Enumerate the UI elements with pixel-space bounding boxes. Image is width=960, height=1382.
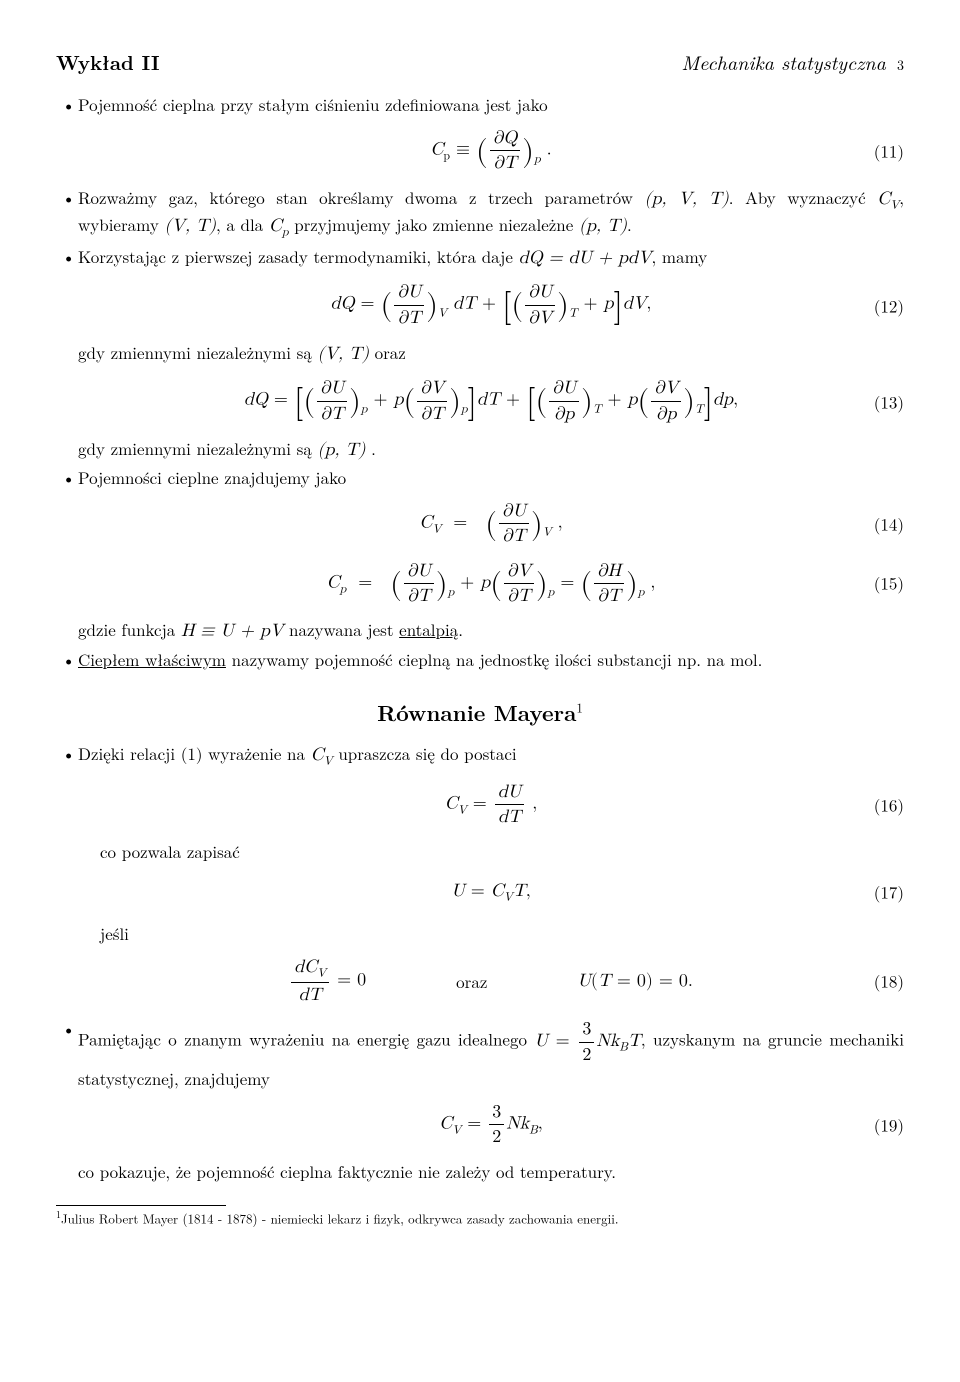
eq-13-number: (13) [874,390,904,413]
bullet-relation-1: Dzięki relacji (1) wyrażenie na CV upras… [56,742,904,1007]
text-line: gdzie funkcja H ≡ U + pV nazywana jest e… [78,618,904,643]
eq-18-body: dCVdT = 0 oraz U(T = 0) = 0. [289,955,693,1007]
eq-14-body: CV = (∂U∂T)V , [419,499,562,549]
inline-dQ: dQ = dU + pdV [519,249,652,267]
inline-pT2: (p, T) [317,441,365,459]
bullet-ideal-gas-energy: Pamiętając o znanym wyrażeniu na energię… [56,1017,904,1182]
eq-14-number: (14) [874,512,904,535]
section-footnote-ref: 1 [576,698,583,717]
underline-entalpia: entalpią [399,617,458,641]
text: Dzięki relacji (1) wyrażenie na [78,741,311,765]
inline-pT: (p, T) [579,217,627,235]
text-line: gdy zmiennymi niezależnymi są (V, T) ora… [78,341,904,366]
text: gdy zmiennymi niezależnymi są [78,436,317,460]
bullet-first-law: Korzystając z pierwszej zasady termodyna… [56,245,904,462]
equation-16: CV = dUdT , (16) [78,780,904,830]
text: Rozważmy gaz, którego stan określamy dwo… [78,185,645,209]
text: Pamiętając o znanym wyrażeniu na energię… [78,1027,534,1051]
text-line: co pozwala zapisać [100,840,904,863]
content-list-2: Dzięki relacji (1) wyrażenie na CV upras… [56,742,904,1182]
eq-18-number: (18) [874,970,904,993]
eq-19-body: CV = 32NkB, [439,1100,543,1150]
page-header: Wykład II Mechanika statystyczna 3 [56,48,904,75]
period: . [371,436,376,460]
eq-16-number: (16) [874,793,904,816]
eq-13-body: dQ = [(∂U∂T)p + p(∂V∂T)p]dT + [(∂U∂p)T +… [244,376,738,427]
text: Korzystając z pierwszej zasady termodyna… [78,244,519,268]
equation-11: Cp ≡ (∂Q∂T)p . (11) [78,126,904,176]
text: nazywamy pojemność cieplną na jednostkę … [226,647,762,671]
text: Pojemności cieplne znajdujemy jako [78,465,346,489]
equation-12: dQ = (∂U∂T)V dT + [(∂U∂V)T + p]dV, (12) [78,280,904,331]
text: , a dla [216,212,269,236]
equation-13: dQ = [(∂U∂T)p + p(∂V∂T)p]dT + [(∂U∂p)T +… [78,376,904,427]
text-oraz: oraz [456,970,487,993]
section-heading-mayer: Równanie Mayera1 [56,698,904,728]
eq-18b: U(T = 0) = 0. [577,969,692,993]
equation-19: CV = 32NkB, (19) [78,1100,904,1150]
eq-12-body: dQ = (∂U∂T)V dT + [(∂U∂V)T + p]dV, [331,280,652,331]
text: przyjmujemy jako zmienne niezależne [289,212,579,236]
equation-14: CV = (∂U∂T)V , (14) [78,499,904,549]
bullet-specific-heat: Ciepłem właściwym nazywamy pojemność cie… [56,648,904,671]
text-line: jeśli [100,922,904,945]
bullet-heat-capacities: Pojemności cieplne znajdujemy jako CV = … [56,466,904,643]
inline-H: H ≡ U + pV [181,622,283,640]
equation-18: dCVdT = 0 oraz U(T = 0) = 0. (18) [78,955,904,1007]
content-list: Pojemność cieplna przy stałym ciśnieniu … [56,93,904,670]
eq-17-body: U = CVT, [451,879,531,906]
text: gdzie funkcja [78,617,181,641]
equation-17: U = CVT, (17) [78,872,904,912]
eq-11-number: (11) [874,139,904,162]
text: , mamy [652,244,708,268]
inline-U32: U = 32NkBT [534,1032,641,1050]
section-title: Równanie Mayera [377,697,576,728]
bullet-heat-capacity-cp: Pojemność cieplna przy stałym ciśnieniu … [56,93,904,176]
inline-VT2: (V, T) [317,345,368,363]
footnote-rule [56,1205,226,1206]
period: . [458,617,463,641]
text: nazywana jest [283,617,399,641]
text-line: gdy zmiennymi niezależnymi są (p, T) . [78,437,904,462]
inline-pVT: (p, V, T) [645,190,729,208]
eq-15-number: (15) [874,572,904,595]
eq-15-body: Cp = (∂U∂T)p + p(∂V∂T)p = (∂H∂T)p , [327,559,656,609]
eq-11-body: Cp ≡ (∂Q∂T)p . [430,126,551,176]
header-right: Mechanika statystyczna 3 [681,48,904,75]
period: . [627,212,632,236]
text: oraz [369,340,406,364]
inline-Cp: Cp [269,217,289,235]
header-left: Wykład II [56,48,160,75]
inline-VT: (V, T) [164,217,215,235]
eq-16-body: CV = dUdT , [445,780,538,830]
eq-17-number: (17) [874,881,904,904]
footnote: 1Julius Robert Mayer (1814 - 1878) - nie… [56,1208,904,1226]
text: . Aby wyznaczyć [729,185,877,209]
eq-19-number: (19) [874,1113,904,1136]
footnote-text: Julius Robert Mayer (1814 - 1878) - niem… [61,1208,618,1227]
bullet-text: Pojemność cieplna przy stałym ciśnieniu … [78,92,548,116]
eq-18a: dCVdT = 0 [289,955,366,1007]
text: upraszcza się do postaci [333,741,517,765]
inline-CV: CV [877,190,899,208]
page-number: 3 [897,55,904,75]
underline-cieplem: Ciepłem właściwym [78,647,226,671]
text: gdy zmiennymi niezależnymi są [78,340,317,364]
inline-CV2: CV [311,746,333,764]
equation-15: Cp = (∂U∂T)p + p(∂V∂T)p = (∂H∂T)p , (15) [78,559,904,609]
text-line: co pokazuje, że pojemność cieplna faktyc… [78,1160,904,1183]
bullet-gas-params: Rozważmy gaz, którego stan określamy dwo… [56,186,904,242]
header-course-title: Mechanika statystyczna [681,47,886,76]
eq-12-number: (12) [874,294,904,317]
